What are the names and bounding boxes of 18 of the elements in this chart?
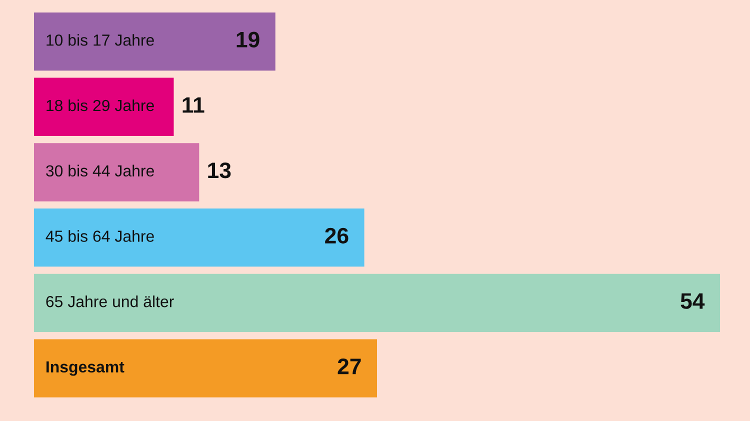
y-tick-label: 45 bis 64 Jahre — [46, 230, 154, 242]
bar — [34, 339, 377, 398]
data-label: 27 — [338, 358, 361, 374]
bar — [34, 12, 276, 71]
y-tick-label: 30 bis 44 Jahre — [46, 164, 154, 177]
y-tick-label: 10 bis 17 Jahre — [46, 34, 154, 46]
bar — [34, 143, 200, 202]
data-label: 13 — [208, 162, 231, 178]
y-tick-label: Insgesamt — [46, 361, 124, 376]
bar — [34, 274, 720, 332]
bar — [34, 208, 364, 267]
y-tick-label: 65 Jahre und älter — [46, 296, 174, 308]
data-label: 54 — [680, 293, 705, 309]
data-label: 11 — [182, 97, 204, 113]
data-label: 26 — [325, 228, 348, 244]
bar — [34, 78, 174, 136]
y-tick-label: 18 bis 29 Jahre — [46, 99, 154, 112]
data-label: 19 — [236, 32, 260, 48]
